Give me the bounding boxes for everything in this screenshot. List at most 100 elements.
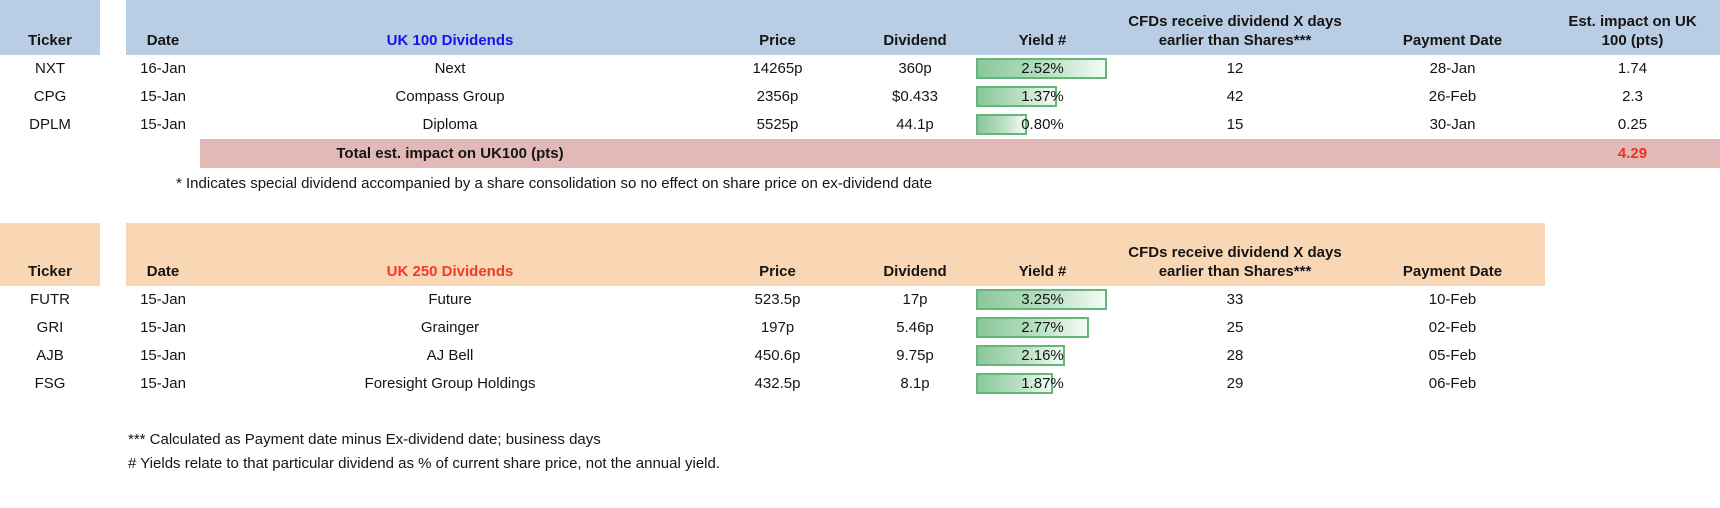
column-gap	[100, 370, 126, 398]
column-gap	[100, 223, 126, 286]
date-cell[interactable]: 15-Jan	[140, 319, 186, 336]
ticker-cell[interactable]: AJB	[36, 347, 64, 364]
payment-date-cell[interactable]: 28-Jan	[1429, 60, 1476, 77]
cfds-days-cell[interactable]: 25	[1226, 319, 1244, 336]
price-cell[interactable]: 14265p	[752, 60, 803, 77]
impact-cell[interactable]: 1.74	[1617, 60, 1648, 77]
price-cell[interactable]: 197p	[760, 319, 795, 336]
dividend-cell[interactable]: $0.433	[892, 88, 938, 105]
yield-cell[interactable]: 2.77%	[975, 314, 1110, 342]
cfds-days-cell[interactable]: 33	[1226, 291, 1244, 308]
column-gap	[100, 286, 126, 314]
uk250-yield-header[interactable]: Yield #	[975, 223, 1110, 286]
date-cell[interactable]: 15-Jan	[140, 116, 186, 133]
impact-header-line2: 100 (pts)	[1601, 32, 1664, 49]
ticker-cell[interactable]: FSG	[34, 375, 66, 392]
company-cell[interactable]: Next	[434, 60, 466, 77]
yield-cell[interactable]: 2.16%	[975, 342, 1110, 370]
empty-cell	[855, 139, 975, 168]
date-cell[interactable]: 15-Jan	[140, 291, 186, 308]
uk100-dividend-header[interactable]: Dividend	[855, 0, 975, 55]
uk100-yield-header[interactable]: Yield #	[975, 0, 1110, 55]
column-gap	[100, 55, 126, 83]
empty-cell	[1545, 370, 1720, 398]
uk100-impact-header[interactable]: Est. impact on UK 100 (pts)	[1545, 0, 1720, 55]
uk100-ticker-header[interactable]: Ticker	[0, 0, 100, 55]
yield-databar	[976, 345, 1066, 366]
impact-cell[interactable]: 0.25	[1617, 116, 1648, 133]
payment-date-cell[interactable]: 02-Feb	[1428, 319, 1477, 336]
ticker-cell[interactable]: FUTR	[30, 291, 70, 308]
date-cell[interactable]: 16-Jan	[140, 60, 186, 77]
cfds-days-cell[interactable]: 15	[1226, 116, 1244, 133]
yield-cell[interactable]: 3.25%	[975, 286, 1110, 314]
date-cell[interactable]: 15-Jan	[140, 347, 186, 364]
payment-date-cell[interactable]: 05-Feb	[1428, 347, 1477, 364]
uk250-price-header[interactable]: Price	[700, 223, 855, 286]
cfds-calculation-footnote[interactable]: *** Calculated as Payment date minus Ex-…	[128, 431, 601, 448]
price-cell[interactable]: 523.5p	[754, 291, 801, 308]
date-cell[interactable]: 15-Jan	[140, 88, 186, 105]
uk250-ticker-header[interactable]: Ticker	[0, 223, 100, 286]
uk250-table: Ticker Date UK 250 Dividends Price Divid…	[0, 223, 1720, 476]
impact-cell[interactable]: 2.3	[1622, 88, 1643, 105]
uk100-special-dividend-footnote[interactable]: * Indicates special dividend accompanied…	[176, 175, 933, 192]
yield-cell[interactable]: 0.80%	[975, 111, 1110, 139]
company-cell[interactable]: AJ Bell	[426, 347, 474, 364]
cfds-days-cell[interactable]: 29	[1226, 375, 1244, 392]
payment-date-cell[interactable]: 30-Jan	[1429, 116, 1476, 133]
dividend-cell[interactable]: 44.1p	[896, 116, 934, 133]
dividend-cell[interactable]: 17p	[902, 291, 928, 308]
column-gap	[100, 342, 126, 370]
company-cell[interactable]: Grainger	[420, 319, 480, 336]
yield-value: 2.77%	[1021, 319, 1064, 336]
date-cell[interactable]: 15-Jan	[140, 375, 186, 392]
company-cell[interactable]: Future	[428, 291, 472, 308]
ticker-cell[interactable]: NXT	[35, 60, 65, 77]
column-gap	[100, 111, 126, 139]
ticker-cell[interactable]: DPLM	[29, 116, 71, 133]
yield-definition-footnote[interactable]: # Yields relate to that particular divid…	[128, 455, 721, 472]
uk100-row-dplm: DPLM 15-Jan Diploma 5525p 44.1p 0.80% 15…	[0, 111, 1720, 139]
company-cell[interactable]: Foresight Group Holdings	[364, 375, 536, 392]
uk100-payment-header[interactable]: Payment Date	[1360, 0, 1545, 55]
price-cell[interactable]: 432.5p	[754, 375, 801, 392]
uk100-title[interactable]: UK 100 Dividends	[200, 0, 700, 55]
yield-value: 0.80%	[1021, 116, 1064, 133]
cfds-days-cell[interactable]: 12	[1226, 60, 1244, 77]
cfds-days-cell[interactable]: 42	[1226, 88, 1244, 105]
payment-date-cell[interactable]: 26-Feb	[1428, 88, 1477, 105]
ticker-cell[interactable]: GRI	[36, 319, 64, 336]
company-cell[interactable]: Compass Group	[395, 88, 505, 105]
payment-date-cell[interactable]: 10-Feb	[1428, 291, 1477, 308]
dividend-cell[interactable]: 360p	[898, 60, 932, 77]
uk250-row-futr: FUTR 15-Jan Future 523.5p 17p 3.25% 33 1…	[0, 286, 1720, 314]
uk100-date-header[interactable]: Date	[126, 0, 200, 55]
uk250-date-header[interactable]: Date	[126, 223, 200, 286]
dividend-cell[interactable]: 9.75p	[896, 347, 934, 364]
company-cell[interactable]: Diploma	[422, 116, 478, 133]
yield-value: 1.87%	[1021, 375, 1064, 392]
ticker-cell[interactable]: CPG	[33, 88, 67, 105]
yield-cell[interactable]: 1.87%	[975, 370, 1110, 398]
price-cell[interactable]: 5525p	[756, 116, 799, 133]
total-impact-label[interactable]: Total est. impact on UK100 (pts)	[200, 139, 700, 168]
yield-cell[interactable]: 2.52%	[975, 55, 1110, 83]
uk100-price-header[interactable]: Price	[700, 0, 855, 55]
uk250-dividend-header[interactable]: Dividend	[855, 223, 975, 286]
cfds-days-cell[interactable]: 28	[1226, 347, 1244, 364]
uk100-cfds-header[interactable]: CFDs receive dividend X days earlier tha…	[1110, 0, 1360, 55]
price-cell[interactable]: 450.6p	[754, 347, 801, 364]
uk250-cfds-header[interactable]: CFDs receive dividend X days earlier tha…	[1110, 223, 1360, 286]
yield-databar	[976, 289, 1107, 310]
uk250-title[interactable]: UK 250 Dividends	[200, 223, 700, 286]
dividend-cell[interactable]: 8.1p	[900, 375, 930, 392]
dividend-cell[interactable]: 5.46p	[896, 319, 934, 336]
total-impact-value[interactable]: 4.29	[1545, 139, 1720, 168]
column-gap	[100, 83, 126, 111]
uk250-payment-header[interactable]: Payment Date	[1360, 223, 1545, 286]
price-cell[interactable]: 2356p	[756, 88, 799, 105]
payment-date-cell[interactable]: 06-Feb	[1428, 375, 1477, 392]
yield-cell[interactable]: 1.37%	[975, 83, 1110, 111]
